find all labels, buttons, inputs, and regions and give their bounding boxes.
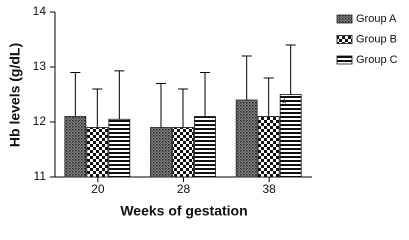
legend-label: Group A <box>356 13 397 25</box>
legend-swatch <box>336 35 353 44</box>
annotation: * <box>281 95 287 111</box>
y-tick-label: 11 <box>34 169 47 183</box>
x-tick-label: 38 <box>262 182 276 196</box>
error-bar <box>263 77 274 117</box>
bar <box>108 118 131 178</box>
bar <box>150 127 172 178</box>
error-bar <box>156 83 166 128</box>
y-tick-label: 12 <box>33 114 47 128</box>
error-bar <box>285 44 296 95</box>
error-bar <box>114 70 125 120</box>
y-axis-label: Hb levels (g/dL) <box>7 43 23 147</box>
error-bar <box>178 88 188 128</box>
chart: Hb levels (g/dL) Weeks of gestation 11 12… <box>7 4 398 219</box>
bar <box>64 116 87 178</box>
x-tick-label: 20 <box>91 182 105 196</box>
bar <box>235 99 258 178</box>
error-bar <box>200 72 210 117</box>
y-tick-label: 14 <box>33 4 47 18</box>
x-axis-label: Weeks of gestation <box>120 203 247 219</box>
legend-swatch <box>336 14 353 24</box>
y-tick-label: 13 <box>33 59 47 73</box>
bar <box>172 127 194 178</box>
legend-swatch <box>336 55 353 65</box>
legend-label: Group B <box>356 33 397 45</box>
bar <box>86 127 109 178</box>
legend-label: Group C <box>356 54 398 66</box>
bar <box>257 116 280 178</box>
error-bar <box>92 88 103 128</box>
x-tick-label: 28 <box>177 182 191 196</box>
error-bar <box>241 55 252 100</box>
error-bar <box>70 72 81 117</box>
bar <box>194 116 216 178</box>
